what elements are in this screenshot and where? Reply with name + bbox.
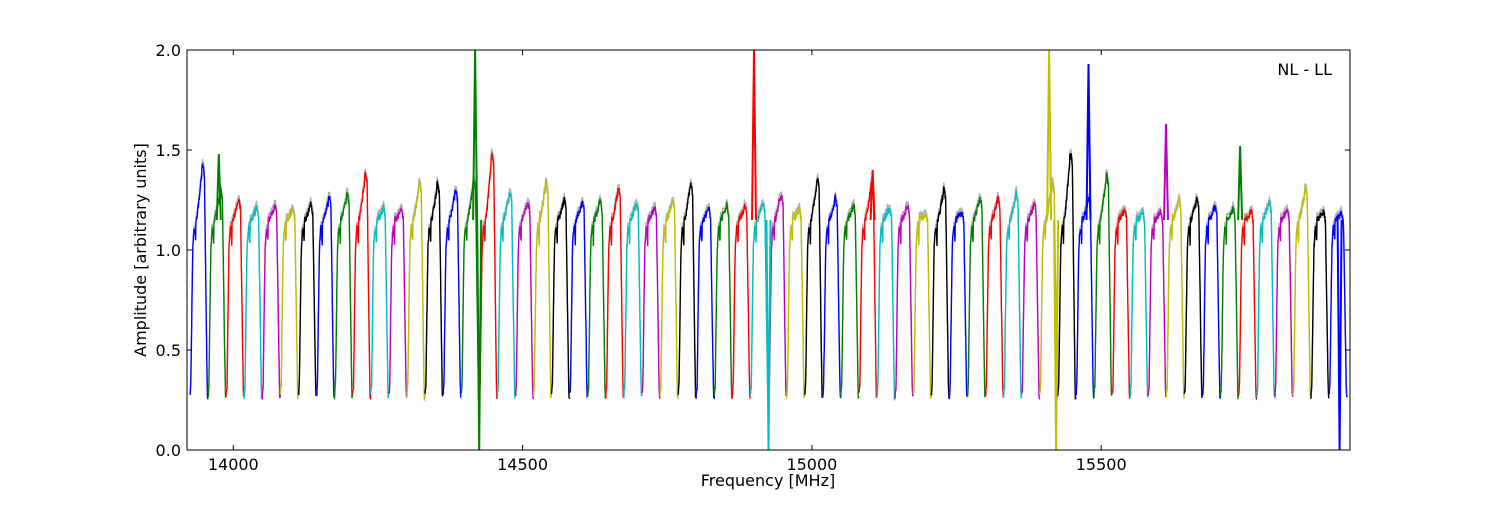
band-line — [713, 200, 733, 400]
band-line — [695, 206, 715, 399]
band-line — [297, 201, 318, 397]
band-line — [225, 198, 245, 397]
x-tick-label: 14000 — [208, 455, 259, 474]
band-line — [478, 152, 498, 399]
band-line — [804, 178, 824, 398]
band-line — [984, 194, 1005, 398]
band-line — [731, 203, 751, 400]
band-line — [894, 204, 914, 399]
interference-spike — [1163, 123, 1169, 221]
band-line — [912, 213, 932, 399]
band-line — [1328, 210, 1348, 398]
interference-spike — [472, 50, 479, 221]
band-line — [189, 162, 209, 400]
band-line — [370, 203, 390, 399]
y-tick-label: 1.0 — [156, 241, 181, 260]
band-line — [532, 181, 553, 399]
band-line — [605, 187, 625, 399]
ticks-layer: 14000 14500 15000 15500 0.0 0.5 1.0 1.5 2.0 — [156, 41, 1350, 474]
band-line — [1057, 152, 1077, 400]
band-line — [1183, 196, 1204, 398]
band-line — [1274, 208, 1294, 398]
interference-spike — [215, 153, 222, 221]
band-line — [568, 200, 589, 399]
band-line — [351, 171, 372, 400]
band-line — [1165, 197, 1186, 399]
y-axis-label: Amplitude [arbitrary units] — [131, 143, 150, 357]
band-line — [858, 181, 878, 398]
band-line — [442, 189, 462, 400]
interference-spike — [1336, 219, 1343, 450]
band-line — [261, 204, 281, 400]
band-line — [460, 178, 480, 401]
interference-spike — [1046, 50, 1053, 221]
y-tick-label: 0.5 — [156, 341, 181, 360]
x-tick-label: 15500 — [1076, 455, 1127, 474]
band-line — [749, 202, 770, 399]
band-line — [623, 202, 643, 399]
band-line — [966, 196, 987, 398]
interference-spike — [1085, 63, 1092, 221]
series-layer — [189, 50, 1348, 450]
band-line — [948, 211, 968, 400]
band-line — [243, 204, 263, 399]
band-line — [514, 202, 535, 400]
interference-spike — [765, 219, 772, 450]
band-line — [1021, 202, 1041, 400]
interference-spike — [751, 50, 757, 221]
band-line — [1201, 204, 1222, 399]
band-line — [1256, 199, 1276, 399]
band-line — [1129, 208, 1149, 398]
interference-spike — [1237, 145, 1244, 221]
band-line — [333, 192, 354, 400]
x-tick-label: 15000 — [786, 455, 837, 474]
annotation-label: NL - LL — [1277, 60, 1332, 79]
y-tick-label: 1.5 — [156, 141, 181, 160]
interference-spike — [1053, 219, 1060, 450]
band-line — [587, 197, 607, 399]
interference-spike — [869, 169, 876, 221]
band-line — [388, 206, 408, 398]
band-line — [677, 182, 697, 399]
band-line — [1093, 171, 1113, 398]
band-line — [550, 196, 571, 400]
band-line — [315, 196, 336, 398]
band-line — [876, 206, 896, 402]
band-line — [785, 207, 806, 399]
band-line — [406, 181, 426, 403]
band-line — [659, 199, 679, 400]
band-line — [930, 185, 950, 399]
band-line — [1219, 206, 1240, 400]
band-line — [279, 208, 299, 400]
x-tick-label: 14500 — [497, 455, 548, 474]
band-line — [1292, 187, 1312, 398]
band-line — [767, 194, 787, 397]
y-tick-label: 2.0 — [156, 41, 181, 60]
band-line — [822, 192, 842, 399]
y-tick-label: 0.0 — [156, 441, 181, 460]
band-line — [1075, 196, 1095, 399]
band-line — [840, 203, 860, 399]
x-axis-label: Frequency [MHz] — [701, 471, 835, 490]
band-line — [1310, 209, 1330, 399]
interference-spike — [476, 219, 483, 450]
band-line — [641, 206, 661, 399]
band-line — [1111, 208, 1131, 399]
band-line — [496, 191, 516, 400]
band-line — [424, 179, 444, 397]
band-line — [1147, 209, 1167, 398]
band-line — [1002, 190, 1023, 399]
band-line — [1237, 208, 1258, 401]
